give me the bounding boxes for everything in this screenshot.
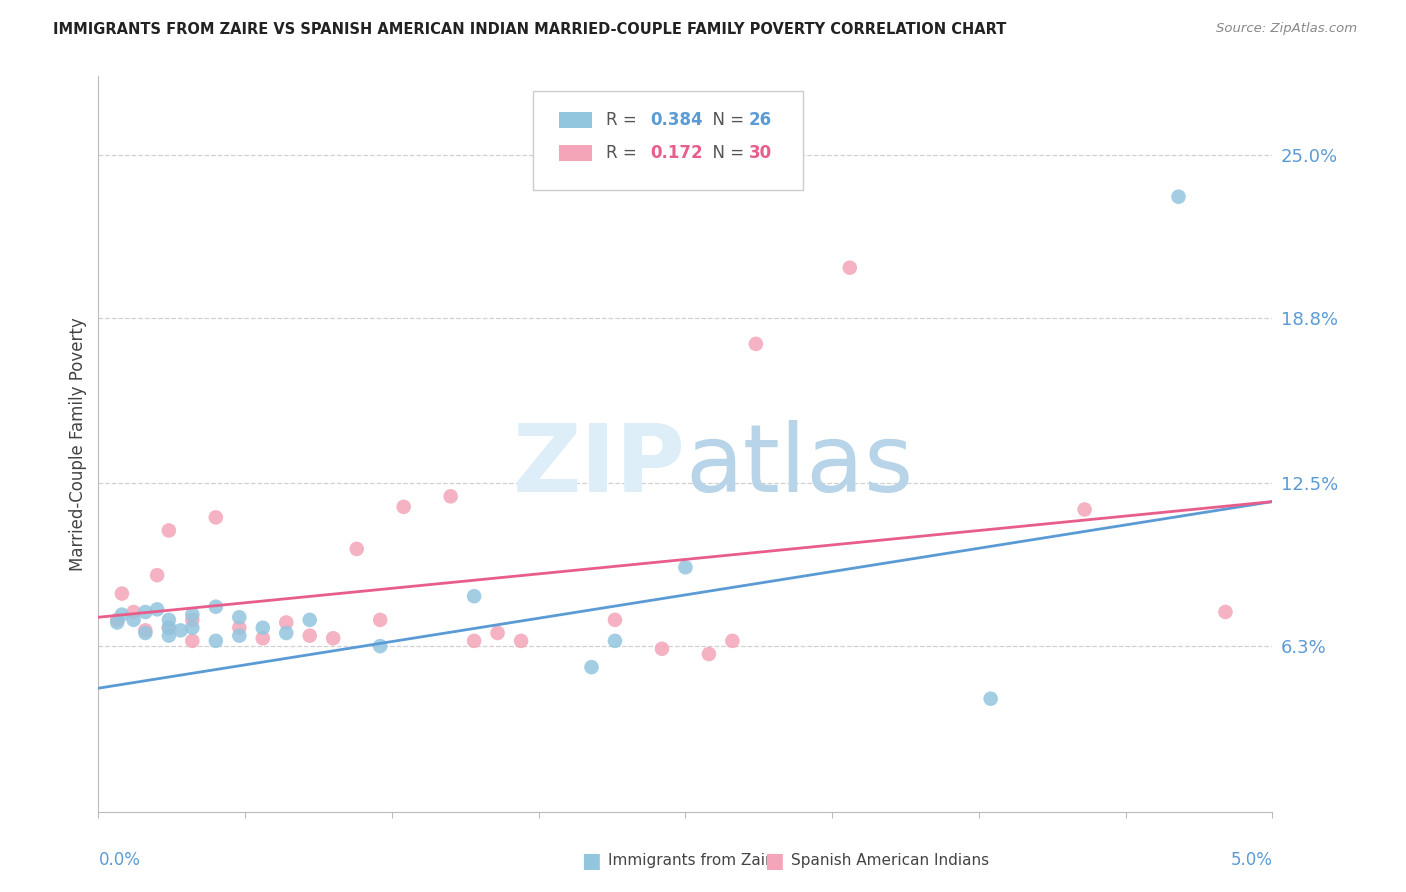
Point [122,613,145,627]
Point [134,605,156,619]
Point [252,621,274,635]
Point [392,500,415,514]
Text: Source: ZipAtlas.com: Source: ZipAtlas.com [1216,22,1357,36]
Point [134,624,156,638]
Point [486,626,509,640]
Point [276,626,298,640]
Y-axis label: Married-Couple Family Poverty: Married-Couple Family Poverty [69,317,87,571]
Point [439,489,461,503]
Point [181,621,204,635]
Point [146,568,169,582]
Point [205,510,228,524]
Point [205,633,228,648]
Point [228,629,250,643]
Point [463,589,485,603]
Point [146,602,169,616]
FancyBboxPatch shape [533,90,803,190]
Point [228,621,250,635]
Text: N =: N = [702,111,749,129]
Point [603,613,626,627]
Point [463,633,485,648]
Point [298,613,321,627]
Point [169,624,191,638]
Text: 0.384: 0.384 [650,111,703,129]
FancyBboxPatch shape [558,112,592,128]
Point [838,260,860,275]
Point [675,560,697,574]
Point [346,541,368,556]
Text: atlas: atlas [686,420,914,512]
Point [368,613,391,627]
Point [1167,190,1189,204]
Point [276,615,298,630]
Text: ■: ■ [763,851,785,871]
Point [105,615,128,630]
FancyBboxPatch shape [558,145,592,161]
Point [697,647,720,661]
Text: IMMIGRANTS FROM ZAIRE VS SPANISH AMERICAN INDIAN MARRIED-COUPLE FAMILY POVERTY C: IMMIGRANTS FROM ZAIRE VS SPANISH AMERICA… [53,22,1007,37]
Point [157,629,180,643]
Point [122,605,145,619]
Point [157,621,180,635]
Text: 30: 30 [749,145,772,162]
Point [980,691,1002,706]
Point [134,626,156,640]
Point [510,633,533,648]
Point [1215,605,1237,619]
Point [581,660,603,674]
Point [745,337,768,351]
Point [651,641,673,656]
Point [1073,502,1095,516]
Text: ■: ■ [581,851,602,871]
Text: R =: R = [606,145,641,162]
Point [157,621,180,635]
Point [181,613,204,627]
Point [252,632,274,646]
Point [228,610,250,624]
Point [322,632,344,646]
Text: 5.0%: 5.0% [1230,851,1272,869]
Point [157,524,180,538]
Text: ZIP: ZIP [513,420,686,512]
Point [181,607,204,622]
Text: 0.0%: 0.0% [98,851,141,869]
Text: 0.172: 0.172 [650,145,703,162]
Point [111,586,134,600]
Point [298,629,321,643]
Point [111,607,134,622]
Point [181,633,204,648]
Text: Spanish American Indians: Spanish American Indians [790,854,988,868]
Point [157,613,180,627]
Text: N =: N = [702,145,749,162]
Point [721,633,744,648]
Point [603,633,626,648]
Point [205,599,228,614]
Text: Immigrants from Zaire: Immigrants from Zaire [609,854,780,868]
Point [368,639,391,653]
Text: R =: R = [606,111,641,129]
Text: 26: 26 [749,111,772,129]
Point [105,613,128,627]
